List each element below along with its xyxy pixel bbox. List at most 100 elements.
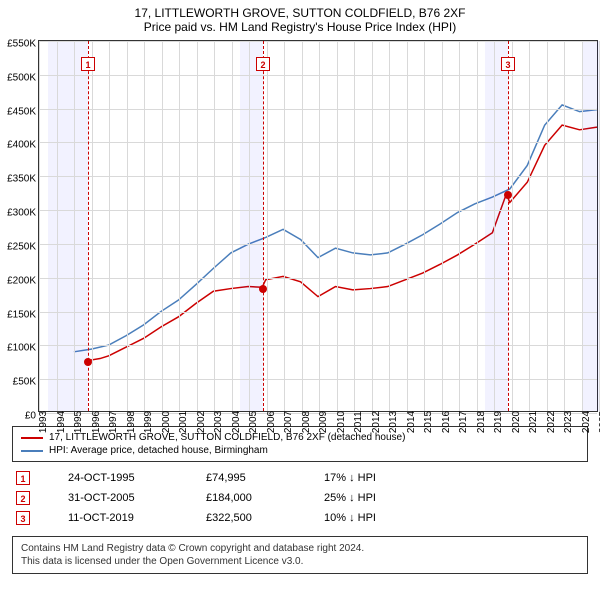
gridline-v xyxy=(459,41,460,411)
sale-point xyxy=(504,191,512,199)
x-tick-label: 2006 xyxy=(266,411,277,433)
shade-band xyxy=(48,41,88,411)
x-tick-label: 2021 xyxy=(528,411,539,433)
x-tick-label: 2008 xyxy=(301,411,312,433)
gridline-v xyxy=(127,41,128,411)
footer-line1: Contains HM Land Registry data © Crown c… xyxy=(21,542,579,555)
gridline-v xyxy=(389,41,390,411)
gridline-h xyxy=(39,142,597,143)
footer-line2: This data is licensed under the Open Gov… xyxy=(21,555,579,568)
x-tick-label: 2019 xyxy=(493,411,504,433)
gridline-v xyxy=(564,41,565,411)
chart-plot-area: 1 2 3 xyxy=(38,40,598,412)
y-tick-label: £500K xyxy=(7,72,36,83)
sale-marker-line xyxy=(88,41,89,411)
x-tick-label: 1995 xyxy=(73,411,84,433)
gridline-v xyxy=(214,41,215,411)
gridline-v xyxy=(179,41,180,411)
sale-marker-line xyxy=(508,41,509,411)
sale-diff: 17% ↓ HPI xyxy=(324,472,424,484)
gridline-h xyxy=(39,109,597,110)
y-tick-label: £300K xyxy=(7,208,36,219)
x-tick-label: 2007 xyxy=(283,411,294,433)
sale-price: £322,500 xyxy=(206,512,286,524)
x-tick-label: 2020 xyxy=(511,411,522,433)
gridline-v xyxy=(512,41,513,411)
x-tick-label: 1994 xyxy=(56,411,67,433)
gridline-h xyxy=(39,379,597,380)
gridline-v xyxy=(39,41,40,411)
sale-diff: 25% ↓ HPI xyxy=(324,492,424,504)
sale-row: 1 24-OCT-1995 £74,995 17% ↓ HPI xyxy=(12,468,588,488)
chart-subtitle: Price paid vs. HM Land Registry's House … xyxy=(0,20,600,38)
gridline-v xyxy=(109,41,110,411)
sale-row: 3 11-OCT-2019 £322,500 10% ↓ HPI xyxy=(12,508,588,528)
sale-date: 24-OCT-1995 xyxy=(68,472,168,484)
gridline-v xyxy=(232,41,233,411)
sale-date: 11-OCT-2019 xyxy=(68,512,168,524)
shade-band xyxy=(485,41,508,411)
x-tick-label: 2013 xyxy=(388,411,399,433)
y-tick-label: £0 xyxy=(25,411,36,422)
x-tick-label: 2009 xyxy=(318,411,329,433)
gridline-v xyxy=(442,41,443,411)
y-tick-label: £250K xyxy=(7,241,36,252)
sale-marker-badge: 3 xyxy=(501,57,515,71)
x-tick-label: 1997 xyxy=(108,411,119,433)
shade-band xyxy=(240,41,263,411)
x-tick-label: 1999 xyxy=(143,411,154,433)
y-tick-label: £400K xyxy=(7,140,36,151)
sale-diff: 10% ↓ HPI xyxy=(324,512,424,524)
sale-marker-badge: 1 xyxy=(81,57,95,71)
x-tick-label: 2004 xyxy=(231,411,242,433)
y-tick-label: £450K xyxy=(7,106,36,117)
gridline-v xyxy=(529,41,530,411)
gridline-v xyxy=(547,41,548,411)
shade-band xyxy=(582,41,600,411)
gridline-v xyxy=(302,41,303,411)
gridline-v xyxy=(319,41,320,411)
sale-row-badge: 3 xyxy=(16,511,30,525)
gridline-h xyxy=(39,176,597,177)
x-tick-label: 2002 xyxy=(196,411,207,433)
gridline-v xyxy=(372,41,373,411)
footer-attribution: Contains HM Land Registry data © Crown c… xyxy=(12,536,588,574)
gridline-h xyxy=(39,75,597,76)
x-tick-label: 2022 xyxy=(546,411,557,433)
plot-svg xyxy=(39,41,597,411)
gridline-v xyxy=(424,41,425,411)
gridline-h xyxy=(39,210,597,211)
x-tick-label: 2010 xyxy=(336,411,347,433)
sale-price: £74,995 xyxy=(206,472,286,484)
y-tick-label: £100K xyxy=(7,343,36,354)
y-tick-label: £350K xyxy=(7,174,36,185)
gridline-h xyxy=(39,41,597,42)
gridline-h xyxy=(39,312,597,313)
gridline-v xyxy=(354,41,355,411)
gridline-h xyxy=(39,345,597,346)
gridline-v xyxy=(249,41,250,411)
sale-marker-badge: 2 xyxy=(256,57,270,71)
sale-row-badge: 2 xyxy=(16,491,30,505)
gridline-v xyxy=(267,41,268,411)
gridline-v xyxy=(407,41,408,411)
x-tick-label: 2024 xyxy=(581,411,592,433)
x-tick-label: 2023 xyxy=(563,411,574,433)
gridline-v xyxy=(582,41,583,411)
y-tick-label: £150K xyxy=(7,309,36,320)
gridline-h xyxy=(39,278,597,279)
gridline-h xyxy=(39,244,597,245)
sale-point xyxy=(259,285,267,293)
sale-price: £184,000 xyxy=(206,492,286,504)
sale-row-badge: 1 xyxy=(16,471,30,485)
sale-date: 31-OCT-2005 xyxy=(68,492,168,504)
y-axis: £0£50K£100K£150K£200K£250K£300K£350K£400… xyxy=(0,44,38,416)
x-tick-label: 2014 xyxy=(406,411,417,433)
gridline-v xyxy=(162,41,163,411)
y-tick-label: £550K xyxy=(7,39,36,50)
gridline-v xyxy=(144,41,145,411)
sales-table: 1 24-OCT-1995 £74,995 17% ↓ HPI 2 31-OCT-2005… xyxy=(12,468,588,528)
gridline-v xyxy=(494,41,495,411)
x-tick-label: 2012 xyxy=(371,411,382,433)
x-tick-label: 1996 xyxy=(91,411,102,433)
